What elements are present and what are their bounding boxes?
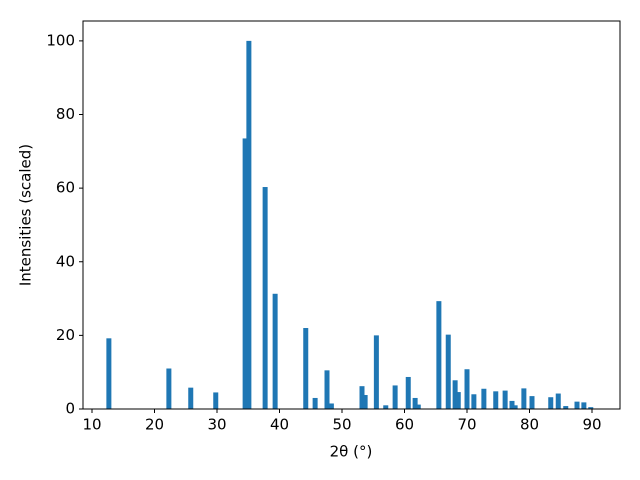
bar [555,393,561,409]
bar [405,376,411,409]
bar [392,385,398,409]
bar [262,187,268,409]
bar [588,407,594,409]
bar [529,396,535,409]
bar [548,397,554,409]
bar [502,390,508,409]
x-axis-label: 2θ (°) [330,443,373,461]
bar [452,380,458,409]
bar [373,335,379,409]
bar [563,406,569,409]
x-tick-label: 40 [270,416,289,434]
x-tick-label: 50 [332,416,351,434]
x-tick-label: 20 [145,416,164,434]
bar [213,392,219,409]
bar [328,403,334,409]
bar [464,369,470,409]
bar [512,405,518,409]
bar [166,368,172,409]
bar [106,338,112,409]
bar [362,395,368,409]
plot-frame [82,20,621,410]
y-tick-label: 60 [56,179,75,197]
y-tick-label: 40 [56,252,75,270]
bar [312,397,318,409]
bar [471,394,477,409]
y-tick-label: 20 [56,326,75,344]
x-tick-label: 60 [395,416,414,434]
bar [383,405,389,409]
y-tick-label: 80 [56,105,75,123]
x-tick-label: 30 [207,416,226,434]
x-tick-label: 80 [520,416,539,434]
bar [581,402,587,409]
bar [493,391,499,409]
bar [415,404,421,409]
bar [188,387,194,409]
bar [509,400,515,409]
y-tick-label: 0 [65,400,75,418]
bar [481,388,487,409]
bar [412,397,418,409]
bar [246,40,252,409]
x-tick-label: 70 [457,416,476,434]
bar [574,401,580,409]
y-axis-label: Intensities (scaled) [17,144,35,286]
x-tick-label: 90 [582,416,601,434]
x-tick-label: 10 [82,416,101,434]
bar [436,301,442,409]
bar [455,392,461,409]
bar [324,370,330,409]
bar [445,334,451,409]
bar [303,328,309,409]
bar [521,388,527,409]
y-tick-label: 100 [46,31,75,49]
bar [359,386,365,409]
bar [242,138,248,410]
bar [272,293,278,409]
